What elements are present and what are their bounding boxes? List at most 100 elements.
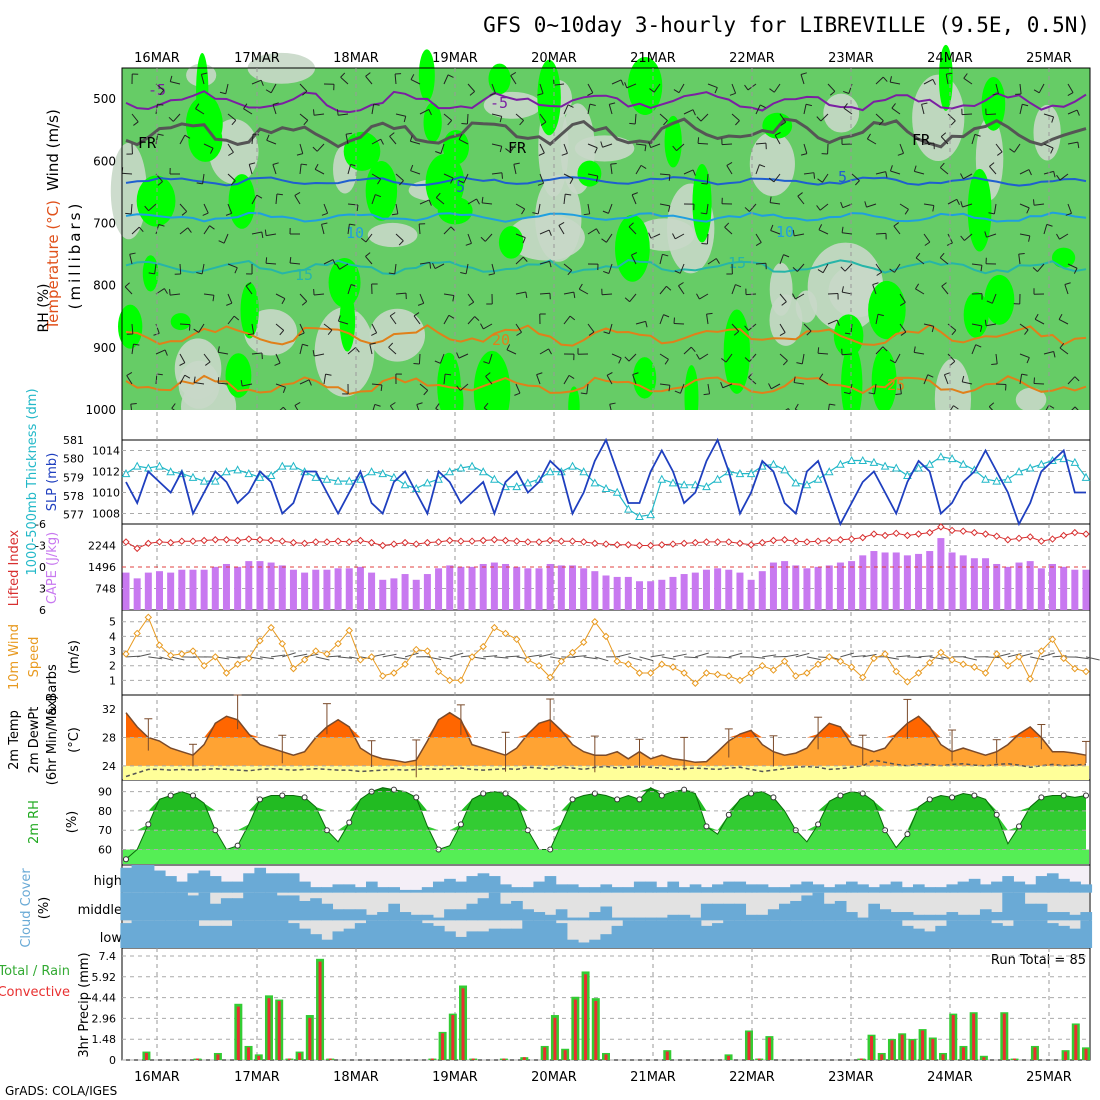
wind-barb-flag xyxy=(373,103,380,106)
wind-barb xyxy=(675,233,685,240)
wind-barb-flag xyxy=(885,171,888,178)
wind-barb xyxy=(700,113,709,122)
cloud-bar-high xyxy=(823,887,836,893)
rh-point xyxy=(167,792,174,799)
wind-barb xyxy=(227,315,235,325)
cape-bar xyxy=(1049,563,1057,610)
cape-bar xyxy=(769,562,777,610)
cloud-bar-low xyxy=(912,928,925,948)
wind-barb xyxy=(314,168,325,175)
wind-barb xyxy=(795,293,805,300)
cloud-bar-low xyxy=(812,920,825,948)
rh-point xyxy=(480,790,487,797)
wind-barb xyxy=(509,143,517,153)
rh-moist-patch xyxy=(136,175,176,227)
wind-barb xyxy=(419,383,429,391)
wind-barb-flag xyxy=(399,180,404,186)
wind-barb-flag xyxy=(620,79,624,86)
rh-point xyxy=(681,786,688,793)
wind-barb xyxy=(389,136,397,145)
wind-barb-flag xyxy=(668,174,671,181)
cloud-bar-middle xyxy=(935,914,947,921)
wind-barb-flag xyxy=(483,402,489,409)
cloud-bar-high xyxy=(656,887,668,893)
cape-bar xyxy=(1037,568,1045,610)
wind-barb-flag xyxy=(1053,171,1056,178)
wind-barb xyxy=(1043,143,1054,149)
rh-point xyxy=(1060,792,1067,799)
wind-barb xyxy=(659,173,671,176)
wind-barb-flag xyxy=(988,212,995,215)
wind-barb xyxy=(923,233,931,243)
upper-labels: Wind (m/s) Temperature (°C) RH (%) (mill… xyxy=(36,109,84,332)
wind-barb xyxy=(993,203,997,214)
wind-barb xyxy=(563,194,566,205)
precip-conv-bar xyxy=(982,1057,986,1060)
wind-barb xyxy=(842,203,853,209)
wind-barb xyxy=(371,194,376,205)
wind10m-barb xyxy=(449,652,464,658)
wind-barb-flag xyxy=(371,332,377,336)
li-point xyxy=(758,538,766,547)
wind-barb-flag xyxy=(668,385,671,392)
cloud-bar-low xyxy=(388,920,400,948)
wind-barb-flag xyxy=(1076,109,1080,116)
thickness-point xyxy=(869,457,879,466)
wind-barb xyxy=(945,74,949,85)
cloud-bar-high xyxy=(466,876,479,893)
wind-barb xyxy=(194,382,205,385)
wind-barb xyxy=(443,374,446,385)
wind-speed-point xyxy=(490,623,499,632)
wind-barb xyxy=(299,293,308,302)
thickness-point xyxy=(1025,463,1035,472)
rh-point xyxy=(837,792,844,799)
precip-conv-bar xyxy=(441,1033,445,1060)
wind-barb xyxy=(947,113,956,122)
wind-barb xyxy=(155,349,166,355)
wind-barb-flag xyxy=(645,321,648,328)
wind-barb-flag xyxy=(882,346,888,352)
wind-barb-flag xyxy=(587,92,594,96)
wind-barb xyxy=(1043,113,1054,118)
temperature-contour xyxy=(125,323,1087,347)
wind-speed-point xyxy=(646,669,655,677)
wind-barb xyxy=(1064,284,1069,295)
wind-barb-flag xyxy=(314,163,319,170)
li-point xyxy=(669,540,677,548)
wind-barb xyxy=(995,83,999,94)
wind-barb-flag xyxy=(843,391,851,395)
contour-label: FR xyxy=(912,131,931,149)
cloud-bar-high xyxy=(957,881,970,893)
rh-point xyxy=(145,821,152,828)
cape-tick-label: 2244 xyxy=(88,539,116,552)
wind-barb-flag xyxy=(596,228,600,235)
wind-speed-point xyxy=(881,650,889,658)
cape-bar xyxy=(635,581,643,610)
wind-barb xyxy=(434,263,445,269)
wind-barb-flag xyxy=(510,72,517,76)
wind10m-label3: & Barbs xyxy=(45,664,60,716)
cloud-bar-middle xyxy=(678,914,691,921)
wind-barb xyxy=(443,226,452,235)
wind-barb xyxy=(251,194,258,205)
li-point xyxy=(836,536,845,544)
wind-tick-label: 4 xyxy=(109,630,116,643)
wind-barb xyxy=(724,226,733,235)
cloud-bar-low xyxy=(1069,928,1081,948)
wind-barb-flag xyxy=(501,172,503,179)
wind10m-barb xyxy=(806,656,821,661)
cloud-bar-high xyxy=(633,881,646,893)
wind-barb-flag xyxy=(1034,313,1039,320)
wind-barb-flag xyxy=(228,151,234,156)
cloud-bar-high xyxy=(801,881,814,893)
wind-barb xyxy=(628,226,637,235)
wind-barb xyxy=(659,113,668,121)
cloud-bar-high xyxy=(566,884,579,893)
thickness-point xyxy=(523,478,533,487)
thickness-point xyxy=(1014,467,1024,476)
cape-bar xyxy=(144,572,152,610)
wind-barb xyxy=(608,104,613,115)
rh-point xyxy=(457,821,464,828)
date-label-top: 16MAR xyxy=(134,51,180,66)
wind-barb-flag xyxy=(744,84,749,91)
